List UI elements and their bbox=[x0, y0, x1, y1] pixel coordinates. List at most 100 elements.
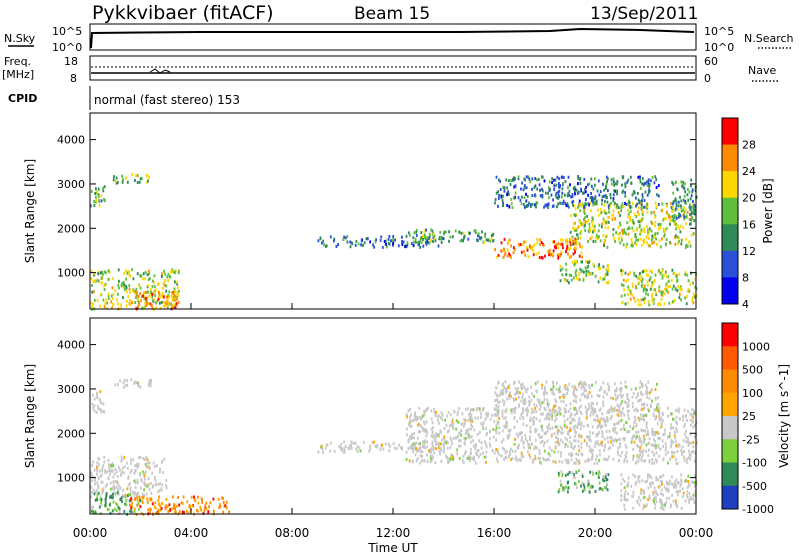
range-cell bbox=[520, 454, 523, 458]
range-cell bbox=[106, 470, 109, 474]
range-cell bbox=[562, 199, 565, 203]
range-cell bbox=[415, 441, 418, 445]
range-cell bbox=[580, 386, 583, 390]
range-cell bbox=[680, 298, 682, 302]
range-cell bbox=[694, 205, 696, 209]
range-cell bbox=[646, 180, 648, 184]
range-cell bbox=[520, 250, 523, 254]
range-cell bbox=[97, 279, 100, 283]
range-cell bbox=[134, 469, 137, 473]
range-cell bbox=[147, 269, 150, 273]
range-cell bbox=[413, 418, 416, 422]
range-cell bbox=[529, 438, 531, 442]
range-cell bbox=[199, 505, 202, 509]
range-cell bbox=[562, 182, 565, 185]
range-cell bbox=[468, 231, 470, 235]
range-cell bbox=[579, 267, 582, 271]
range-cell bbox=[529, 402, 531, 405]
range-cell bbox=[536, 201, 539, 205]
range-cell bbox=[557, 429, 559, 433]
range-cell bbox=[561, 460, 564, 464]
range-cell bbox=[103, 185, 106, 189]
range-cell bbox=[583, 191, 585, 195]
range-cell bbox=[596, 189, 599, 193]
range-cell bbox=[672, 218, 675, 222]
range-cell bbox=[408, 231, 410, 235]
range-cell bbox=[129, 274, 132, 278]
range-cell bbox=[125, 461, 128, 465]
range-cell bbox=[585, 435, 588, 439]
range-cell bbox=[438, 421, 440, 425]
range-cell bbox=[112, 292, 115, 296]
range-cell bbox=[452, 421, 455, 425]
range-cell bbox=[657, 478, 659, 482]
range-cell bbox=[480, 236, 483, 240]
range-cell bbox=[656, 403, 659, 407]
range-cell bbox=[556, 175, 559, 179]
range-cell bbox=[107, 292, 110, 296]
range-cell bbox=[648, 185, 651, 188]
x-tick-label: 04:00 bbox=[174, 526, 209, 540]
range-cell bbox=[577, 176, 580, 180]
range-cell bbox=[97, 476, 100, 480]
range-cell bbox=[671, 287, 674, 291]
range-cell bbox=[565, 250, 567, 254]
range-cell bbox=[643, 238, 645, 242]
range-cell bbox=[585, 185, 587, 189]
range-cell bbox=[423, 459, 426, 463]
range-cell bbox=[573, 389, 575, 393]
range-cell bbox=[423, 413, 426, 417]
range-cell bbox=[612, 193, 615, 197]
range-cell bbox=[146, 458, 149, 462]
range-cell bbox=[623, 230, 625, 234]
range-cell bbox=[661, 480, 663, 484]
range-cell bbox=[464, 419, 467, 423]
range-cell bbox=[506, 434, 509, 438]
range-cell bbox=[561, 243, 564, 246]
range-cell bbox=[512, 178, 514, 182]
range-cell bbox=[564, 410, 566, 414]
range-cell bbox=[91, 479, 94, 483]
range-cell bbox=[554, 414, 557, 418]
range-cell bbox=[557, 202, 559, 206]
range-cell bbox=[651, 433, 654, 437]
range-cell bbox=[346, 235, 349, 238]
range-cell bbox=[531, 418, 534, 422]
range-cell bbox=[632, 392, 635, 395]
range-cell bbox=[529, 435, 531, 439]
range-cell bbox=[560, 431, 563, 435]
range-cell bbox=[536, 398, 539, 402]
range-cell bbox=[408, 459, 411, 463]
range-cell bbox=[691, 299, 694, 303]
range-cell bbox=[428, 241, 431, 245]
range-cell bbox=[172, 305, 175, 309]
range-cell bbox=[498, 431, 501, 435]
range-cell bbox=[548, 253, 550, 257]
range-cell bbox=[572, 203, 574, 207]
range-cell bbox=[509, 254, 512, 258]
range-cell bbox=[98, 204, 101, 208]
range-cell bbox=[591, 220, 594, 224]
range-cell bbox=[577, 435, 580, 439]
range-cell bbox=[644, 383, 647, 387]
range-cell bbox=[133, 479, 136, 483]
range-cell bbox=[160, 300, 163, 304]
range-cell bbox=[610, 201, 612, 205]
nave-label: Nave bbox=[748, 64, 776, 77]
range-cell bbox=[617, 437, 620, 441]
range-cell bbox=[570, 428, 573, 431]
range-cell bbox=[346, 240, 349, 244]
range-cell bbox=[161, 295, 164, 299]
range-cell bbox=[634, 299, 637, 303]
range-cell bbox=[129, 493, 132, 496]
range-cell bbox=[633, 420, 636, 424]
range-cell bbox=[521, 382, 524, 386]
range-cell bbox=[437, 444, 440, 448]
range-cell bbox=[548, 458, 550, 462]
range-cell bbox=[628, 417, 630, 421]
range-cell bbox=[122, 280, 125, 284]
range-cell bbox=[575, 408, 577, 412]
range-cell bbox=[134, 289, 137, 293]
range-cell bbox=[622, 407, 624, 411]
range-cell bbox=[425, 236, 428, 240]
